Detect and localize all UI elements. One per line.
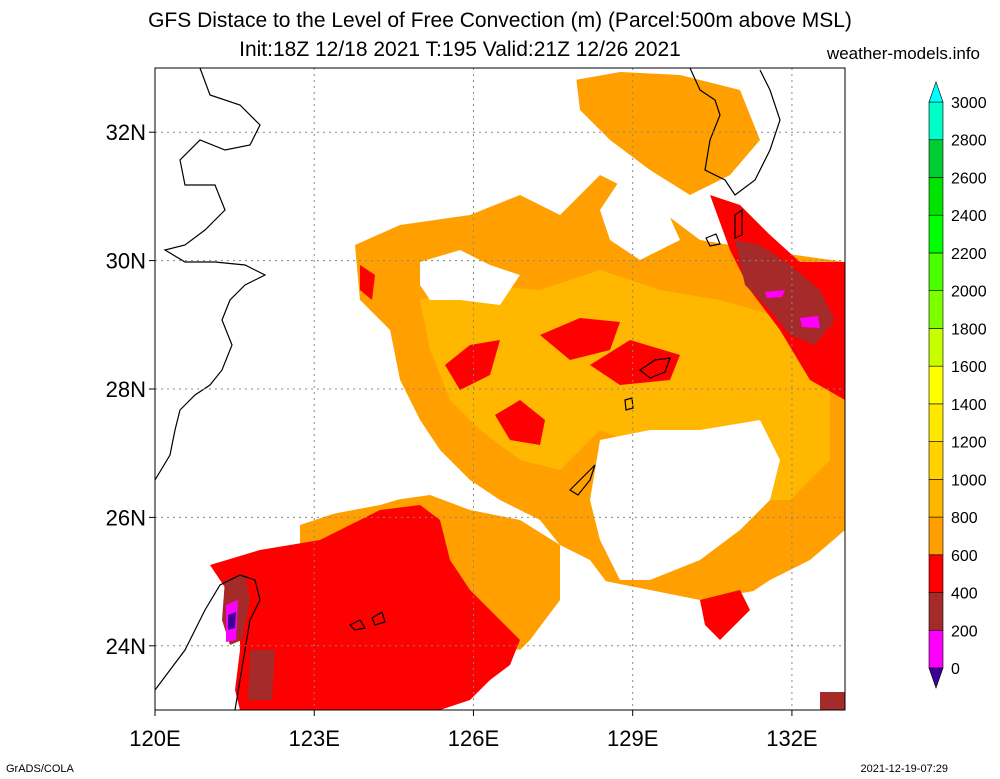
- colorbar-swatch: [928, 252, 944, 291]
- lat-tick-label: 24N: [106, 634, 146, 659]
- colorbar-label: 2600: [951, 170, 987, 187]
- ldfc-patch-red-6: [700, 590, 750, 640]
- colorbar-arrow-bottom: [928, 667, 944, 689]
- ldfc-patch-brown-south: [248, 650, 275, 700]
- lon-tick-label: 132E: [766, 726, 817, 751]
- colorbar-swatch: [928, 290, 944, 329]
- colorbar: 0 200 400 600 800 1000 1200 1400 1600 1800 2000 220…: [928, 81, 987, 689]
- colorbar-label: 1600: [951, 359, 987, 376]
- colorbar-swatch: [928, 365, 944, 405]
- ldfc-gap-east-mid: [590, 420, 780, 580]
- ldfc-gap-north: [155, 68, 580, 320]
- colorbar-swatch: [928, 516, 944, 556]
- ldfc-gap-center: [420, 250, 520, 305]
- lon-tick-label: 129E: [607, 726, 658, 751]
- lon-tick-label: 126E: [448, 726, 499, 751]
- ldfc-field: [155, 68, 845, 710]
- longitude-axis: 120E 123E 126E 129E 132E: [129, 710, 818, 751]
- ldfc-region-orange-north: [575, 72, 760, 195]
- colorbar-swatch: [928, 214, 944, 254]
- site-credit: weather-models.info: [826, 44, 980, 63]
- colorbar-label: 800: [951, 510, 978, 527]
- colorbar-label: 400: [951, 586, 978, 603]
- colorbar-label: 2200: [951, 246, 987, 263]
- lat-tick-label: 26N: [106, 505, 146, 530]
- colorbar-swatch: [928, 139, 944, 178]
- ldfc-patch-red-3: [590, 340, 680, 385]
- colorbar-label: 1200: [951, 435, 987, 452]
- colorbar-swatch: [928, 592, 944, 631]
- lat-tick-label: 32N: [106, 120, 146, 145]
- lat-tick-label: 30N: [106, 249, 146, 274]
- colorbar-swatch: [928, 554, 944, 593]
- colorbar-label: 2400: [951, 208, 987, 225]
- ldfc-patch-magenta-2: [800, 316, 820, 328]
- ldfc-gap-west: [155, 275, 440, 570]
- coastline-taiwan: [155, 574, 261, 710]
- coastline-island-6: [371, 611, 386, 626]
- colorbar-label: 3000: [951, 95, 987, 112]
- latitude-axis: 24N 26N 28N 30N 32N: [106, 120, 155, 659]
- ldfc-patch-red-1: [445, 340, 500, 390]
- map-title: GFS Distace to the Level of Free Convect…: [148, 9, 852, 32]
- colorbar-label: 1800: [951, 321, 987, 338]
- ldfc-region-red-south: [210, 505, 520, 710]
- ldfc-gap-southeast: [480, 560, 845, 710]
- lon-tick-label: 120E: [129, 726, 180, 751]
- map-subtitle: Init:18Z 12/18 2021 T:195 Valid:21Z 12/2…: [239, 38, 681, 61]
- coastline-ryukyu-1: [638, 357, 671, 379]
- colorbar-label: 2000: [951, 284, 987, 301]
- colorbar-label: 600: [951, 548, 978, 565]
- ldfc-patch-brown-corner: [820, 692, 845, 710]
- colorbar-label: 2800: [951, 133, 987, 150]
- colorbar-label: 200: [951, 623, 978, 640]
- ldfc-patch-red-4: [495, 400, 545, 445]
- coastline-island-7: [624, 397, 634, 411]
- colorbar-swatch: [928, 441, 944, 480]
- colorbar-swatch: [928, 177, 944, 216]
- ldfc-patch-red-5: [360, 265, 375, 300]
- lon-tick-label: 123E: [289, 726, 340, 751]
- ldfc-patch-red-2: [540, 318, 620, 360]
- coastline-ryukyu-2: [569, 464, 596, 496]
- colorbar-label: 0: [951, 661, 960, 678]
- coastline-kyushu: [689, 68, 781, 196]
- colorbar-swatch: [928, 479, 944, 518]
- footer-timestamp: 2021-12-19-07:29: [860, 763, 948, 775]
- coastline-island-5: [348, 619, 366, 631]
- ldfc-patch-magenta-1: [765, 290, 785, 298]
- coastline-ryukyu-3: [734, 208, 743, 239]
- footer-software: GrADS/COLA: [6, 763, 74, 775]
- coastline-china: [155, 68, 267, 481]
- colorbar-label: 1000: [951, 472, 987, 489]
- ldfc-patch-purple: [228, 612, 236, 630]
- lat-tick-label: 28N: [106, 377, 146, 402]
- ldfc-gap-northeast: [600, 180, 680, 260]
- colorbar-label: 1400: [951, 397, 987, 414]
- gridlines: [155, 68, 845, 710]
- coastlines: [155, 68, 781, 710]
- colorbar-swatch: [928, 101, 944, 141]
- colorbar-swatch: [928, 328, 944, 367]
- colorbar-swatch: [928, 403, 944, 442]
- coastline-ryukyu-4: [705, 233, 721, 247]
- colorbar-arrow-top: [928, 81, 944, 103]
- colorbar-swatch: [928, 629, 944, 669]
